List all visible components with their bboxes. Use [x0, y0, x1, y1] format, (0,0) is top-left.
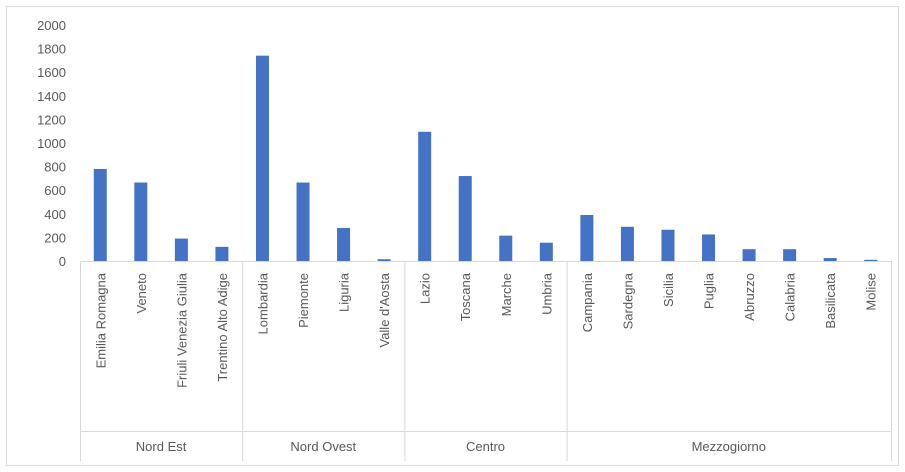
category-label: Calabria	[783, 272, 798, 321]
group-labels: Nord Est Nord Ovest Centro Mezzogiorno	[136, 439, 766, 454]
bar	[539, 242, 553, 261]
group-label: Centro	[466, 439, 505, 454]
category-label: Basilicata	[823, 272, 838, 328]
category-label: Liguria	[337, 272, 352, 312]
category-label: Friuli Venezia Giulia	[174, 272, 189, 388]
category-label: Lombardia	[255, 272, 270, 334]
category-label: Emilia Romagna	[93, 272, 108, 368]
bar	[93, 168, 107, 261]
bar	[337, 227, 351, 261]
category-label: Campania	[580, 272, 595, 332]
bar	[661, 229, 675, 261]
bar	[580, 214, 594, 261]
y-tick-label: 2000	[37, 18, 66, 33]
category-label: Abruzzo	[742, 273, 757, 321]
y-tick-label: 1400	[37, 89, 66, 104]
bar	[702, 234, 716, 261]
group-label: Nord Est	[136, 439, 187, 454]
bar	[783, 249, 797, 261]
chart-frame	[6, 6, 899, 466]
bars	[93, 55, 878, 262]
group-label: Nord Ovest	[290, 439, 356, 454]
bar	[215, 246, 229, 261]
y-tick-label: 200	[44, 230, 66, 245]
bar	[823, 258, 837, 261]
bar	[620, 226, 634, 261]
y-tick-label: 400	[44, 207, 66, 222]
category-label: Veneto	[134, 273, 149, 314]
bar	[255, 55, 269, 262]
category-label: Valle d'Aosta	[377, 272, 392, 347]
category-label: Umbria	[539, 272, 554, 315]
bar	[742, 249, 756, 261]
bar	[377, 259, 391, 261]
category-label: Lazio	[418, 273, 433, 304]
y-tick-label: 1200	[37, 112, 66, 127]
bar	[458, 176, 472, 261]
bar	[864, 259, 878, 261]
bar	[499, 235, 513, 261]
category-labels: Emilia Romagna Veneto Friuli Venezia Giuli…	[93, 272, 878, 388]
y-tick-label: 1000	[37, 136, 66, 151]
axes	[80, 261, 892, 461]
y-axis-ticks: 0 200 400 600 800 1000 1200 1400 1600 1800 2000	[37, 18, 66, 269]
y-tick-label: 600	[44, 183, 66, 198]
category-label: Sardegna	[620, 272, 635, 329]
y-tick-label: 0	[59, 254, 66, 269]
category-label: Marche	[499, 273, 514, 316]
bar	[418, 131, 432, 261]
category-label: Piemonte	[296, 273, 311, 328]
bar	[174, 238, 188, 261]
category-label: Puglia	[702, 272, 717, 309]
category-label: Trentino Alto Adige	[215, 273, 230, 382]
category-label: Sicilia	[661, 272, 676, 307]
category-label: Toscana	[458, 272, 473, 321]
y-tick-label: 1800	[37, 42, 66, 57]
y-tick-label: 800	[44, 160, 66, 175]
group-label: Mezzogiorno	[692, 439, 766, 454]
bar	[134, 182, 148, 261]
category-label: Molise	[864, 273, 879, 311]
bar	[296, 182, 310, 261]
y-tick-label: 1600	[37, 65, 66, 80]
